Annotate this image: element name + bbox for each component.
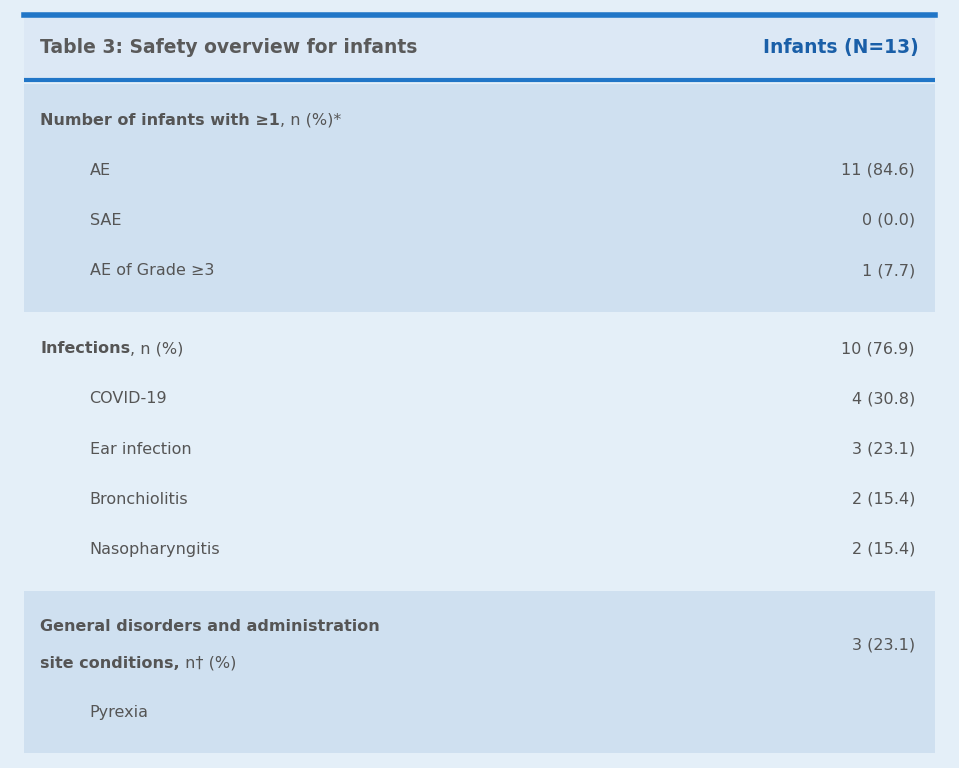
Text: 10 (76.9): 10 (76.9)	[841, 341, 915, 356]
Text: 3 (23.1): 3 (23.1)	[852, 442, 915, 456]
Text: 2 (15.4): 2 (15.4)	[852, 541, 915, 557]
Bar	[24, 754, 935, 768]
Text: Infants (N=13): Infants (N=13)	[762, 38, 919, 58]
Text: 2 (15.4): 2 (15.4)	[852, 492, 915, 507]
Text: Infections: Infections	[40, 341, 130, 356]
Text: 0 (0.0): 0 (0.0)	[862, 213, 915, 228]
Text: site conditions,: site conditions,	[40, 656, 180, 671]
Text: AE: AE	[89, 163, 110, 178]
Text: COVID-19: COVID-19	[89, 392, 167, 406]
Text: Number of infants with ≥1: Number of infants with ≥1	[40, 113, 280, 127]
Text: , n (%)*: , n (%)*	[280, 113, 341, 127]
Text: SAE: SAE	[89, 213, 121, 228]
Bar	[24, 84, 935, 313]
Text: 4 (30.8): 4 (30.8)	[852, 392, 915, 406]
Text: n† (%): n† (%)	[180, 656, 236, 671]
Text: Pyrexia: Pyrexia	[89, 705, 149, 720]
Text: Ear infection: Ear infection	[89, 442, 191, 456]
Text: AE of Grade ≥3: AE of Grade ≥3	[89, 263, 214, 278]
Text: Table 3: Safety overview for infants: Table 3: Safety overview for infants	[40, 38, 418, 58]
Text: Bronchiolitis: Bronchiolitis	[89, 492, 188, 507]
Text: 3 (23.1): 3 (23.1)	[852, 637, 915, 652]
Text: , n (%): , n (%)	[130, 341, 184, 356]
Text: 11 (84.6): 11 (84.6)	[841, 163, 915, 178]
Bar	[24, 15, 935, 80]
Bar	[24, 591, 935, 754]
Text: 1 (7.7): 1 (7.7)	[862, 263, 915, 278]
Text: Nasopharyngitis: Nasopharyngitis	[89, 541, 221, 557]
Text: General disorders and administration: General disorders and administration	[40, 618, 380, 634]
Bar	[24, 313, 935, 591]
